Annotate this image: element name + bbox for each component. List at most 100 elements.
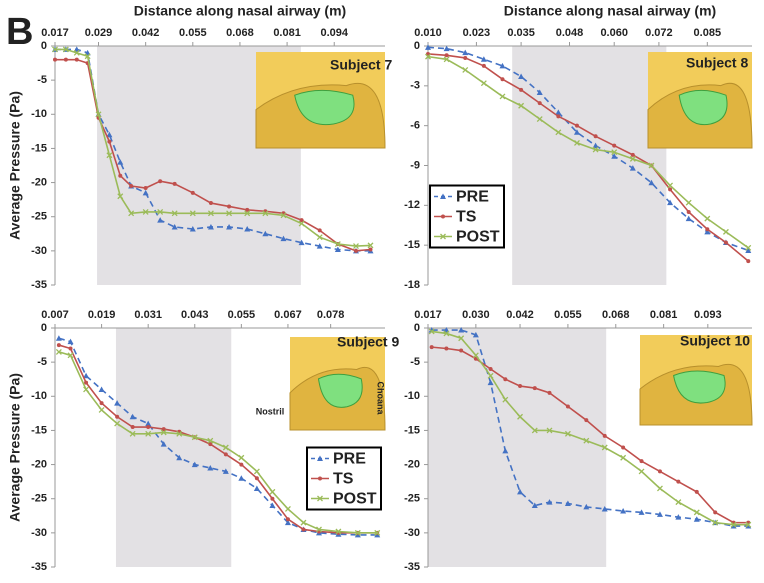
marker	[114, 400, 121, 406]
marker	[583, 503, 590, 510]
y-tick-label: -30	[404, 527, 420, 539]
series-line	[431, 346, 749, 524]
marker	[117, 159, 124, 165]
marker	[745, 244, 752, 251]
y-tick-label: -5	[37, 356, 47, 368]
marker	[676, 479, 681, 484]
marker	[143, 186, 148, 191]
y-tick-label: -12	[404, 199, 420, 211]
y-tick-label: -6	[410, 120, 420, 132]
marker	[667, 199, 674, 206]
marker	[98, 386, 105, 392]
marker	[223, 452, 228, 457]
marker	[280, 212, 287, 219]
marker	[354, 529, 361, 536]
marker	[222, 444, 229, 451]
y-tick-label: -20	[31, 458, 47, 470]
y-tick-label: -25	[404, 493, 420, 505]
marker	[118, 173, 123, 178]
legend-label: POST	[456, 229, 500, 246]
marker	[161, 427, 166, 432]
marker	[555, 109, 562, 115]
y-axis-title: Average Pressure (Pa)	[7, 91, 23, 240]
marker	[480, 80, 487, 87]
legend-label: POST	[333, 491, 377, 508]
x-tick-label: 0.035	[507, 27, 535, 39]
x-tick-label: 0.019	[88, 309, 116, 321]
y-tick-label: -35	[404, 561, 420, 573]
series-line	[431, 330, 749, 526]
marker	[353, 243, 359, 250]
y-axis-title: Average Pressure (Pa)	[7, 373, 23, 522]
legend-label: PRE	[333, 451, 366, 468]
marker	[67, 352, 74, 359]
marker	[601, 444, 608, 451]
marker	[693, 509, 700, 516]
x-tick-label: 0.081	[273, 27, 301, 39]
marker	[129, 413, 136, 420]
marker	[208, 442, 213, 447]
shaded-region	[115, 328, 232, 567]
marker	[73, 49, 80, 56]
marker	[52, 46, 58, 53]
marker	[472, 331, 479, 338]
marker	[685, 199, 692, 206]
marker	[517, 488, 524, 495]
y-tick-label: 0	[414, 40, 420, 52]
x-tick-label: 0.093	[694, 309, 722, 321]
marker	[53, 57, 57, 62]
y-tick-label: 0	[414, 322, 420, 334]
marker	[458, 327, 465, 333]
x-axis-title: Distance along nasal airway (m)	[134, 3, 346, 19]
marker	[67, 338, 74, 345]
y-tick-label: -15	[31, 142, 47, 154]
y-tick-label: -5	[410, 356, 420, 368]
marker	[593, 134, 598, 139]
x-tick-label: 0.030	[462, 309, 490, 321]
marker	[612, 143, 617, 148]
x-tick-label: 0.017	[414, 309, 442, 321]
marker	[573, 129, 580, 135]
inset-label: Subject 8	[686, 55, 748, 71]
marker	[190, 190, 195, 195]
y-tick-label: -30	[31, 245, 47, 257]
marker	[502, 447, 509, 454]
marker	[480, 56, 487, 62]
series-line	[58, 337, 378, 536]
y-tick-label: -30	[31, 527, 47, 539]
y-tick-label: -15	[31, 424, 47, 436]
marker	[253, 485, 260, 491]
series-line	[427, 53, 749, 262]
marker	[730, 523, 737, 529]
marker	[656, 485, 663, 492]
marker	[157, 217, 164, 223]
inset-image	[647, 52, 753, 149]
marker	[226, 223, 233, 230]
x-tick-label: 0.043	[181, 309, 209, 321]
marker	[532, 386, 537, 391]
marker	[95, 111, 102, 118]
marker	[189, 226, 196, 232]
marker	[238, 475, 245, 481]
marker	[584, 418, 589, 423]
marker	[239, 462, 244, 467]
marker	[98, 406, 105, 413]
marker	[226, 210, 233, 217]
marker	[222, 468, 229, 474]
inset-label: Subject 7	[330, 57, 392, 73]
marker	[298, 239, 305, 246]
marker	[84, 380, 89, 385]
marker	[583, 437, 590, 444]
marker	[317, 455, 323, 461]
y-tick-label: 0	[41, 322, 47, 334]
marker	[536, 116, 543, 122]
legend-label: PRE	[456, 189, 489, 206]
marker	[374, 529, 381, 536]
marker	[440, 233, 446, 240]
marker	[444, 346, 449, 351]
marker	[107, 139, 112, 144]
marker	[254, 476, 259, 481]
marker	[83, 372, 90, 379]
marker	[648, 162, 655, 169]
